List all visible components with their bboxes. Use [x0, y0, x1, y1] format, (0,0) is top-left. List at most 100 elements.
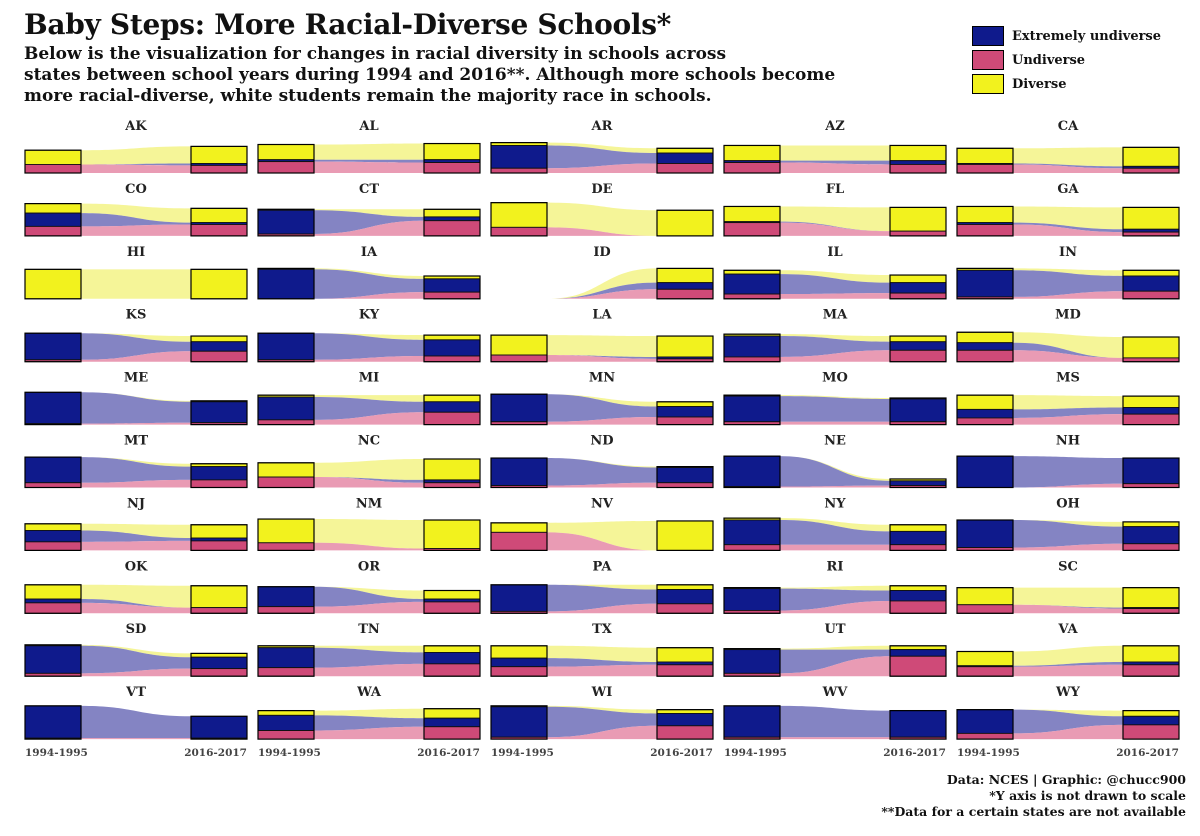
bar-segment-2016-undiverse [423, 162, 481, 174]
bar-segment-1994-diverse [956, 587, 1014, 606]
flow-extremely-undiverse [314, 397, 424, 420]
panel-de: DE [490, 182, 714, 237]
flow-diverse [780, 145, 890, 161]
bar-outline [257, 518, 315, 551]
bar-segment-2016-diverse [423, 458, 481, 481]
state-label: SD [126, 622, 147, 637]
panel-al: AL [257, 119, 481, 174]
bar-segment-2016-diverse [423, 334, 481, 341]
state-label: RI [827, 559, 844, 574]
flow-extremely-undiverse [314, 715, 424, 731]
bar-segment-2016-extremely-undiverse [1122, 275, 1180, 292]
bar-segment-1994-undiverse [257, 161, 315, 174]
bar-segment-1994-undiverse [490, 666, 548, 677]
flow-undiverse [780, 656, 890, 677]
bar-outline [257, 143, 315, 174]
bar-segment-2016-undiverse [656, 603, 714, 614]
flow-extremely-undiverse [780, 456, 890, 487]
bar-segment-1994-diverse [490, 334, 548, 356]
bar-segment-2016-diverse [1122, 146, 1180, 167]
source-credit: Data: NCES | Graphic: @chucc900 [946, 772, 1186, 787]
flow-undiverse [1013, 350, 1123, 362]
state-label: OK [125, 559, 148, 574]
bar-outline [656, 209, 714, 237]
bar-segment-2016-diverse [423, 708, 481, 719]
bar-outline [723, 455, 781, 489]
bar-segment-1994-extremely-undiverse [956, 342, 1014, 351]
state-label: WV [822, 685, 849, 700]
panel-nc: NC [257, 434, 481, 489]
bar-segment-1994-extremely-undiverse [956, 269, 1014, 298]
bar-segment-2016-extremely-undiverse [190, 401, 248, 424]
bar-outline [24, 149, 82, 174]
flow-diverse [547, 705, 657, 714]
bar-outline [257, 267, 315, 300]
bar-segment-2016-undiverse [423, 601, 481, 614]
flow-undiverse [81, 738, 191, 740]
bar-segment-2016-diverse [656, 401, 714, 407]
flow-diverse [314, 143, 424, 160]
state-label: NV [591, 496, 614, 511]
flow-diverse [780, 334, 890, 342]
state-label: TX [592, 622, 613, 637]
panel-la: LA [490, 308, 714, 363]
flow-extremely-undiverse [1013, 407, 1123, 418]
bar-outline [24, 203, 82, 237]
bar-segment-2016-diverse [1122, 645, 1180, 663]
flow-extremely-undiverse [547, 145, 657, 169]
bar-segment-1994-undiverse [490, 354, 548, 363]
bar-outline [490, 705, 548, 740]
x-tick-label: 2016-2017 [184, 747, 247, 759]
bar-outline [723, 648, 781, 677]
bar-outline [190, 145, 248, 174]
bar-segment-1994-extremely-undiverse [723, 588, 781, 611]
bar-segment-1994-diverse [257, 518, 315, 544]
flow-diverse [1013, 645, 1123, 666]
bar-segment-1994-extremely-undiverse [490, 144, 548, 169]
bar-segment-2016-undiverse [423, 291, 481, 300]
bar-outline [889, 524, 947, 551]
bar-segment-1994-undiverse [956, 732, 1014, 740]
flow-diverse [314, 209, 424, 217]
bar-segment-2016-undiverse [889, 544, 947, 551]
bar-segment-2016-diverse [190, 145, 248, 164]
bar-segment-1994-undiverse [956, 163, 1014, 174]
bar-outline [956, 587, 1014, 614]
bar-segment-2016-undiverse [190, 668, 248, 677]
flow-extremely-undiverse [1013, 661, 1123, 667]
bar-segment-1994-undiverse [490, 226, 548, 237]
bar-outline [257, 208, 315, 237]
panel-nh: NH [956, 434, 1180, 489]
bar-segment-2016-diverse [889, 524, 947, 532]
bar-segment-2016-diverse [1122, 710, 1180, 717]
bar-segment-1994-undiverse [24, 225, 82, 237]
flow-diverse [81, 584, 191, 608]
bar-segment-2016-extremely-undiverse [1122, 407, 1180, 415]
flow-extremely-undiverse [81, 705, 191, 739]
panel-pa: PA [490, 559, 714, 614]
bar-segment-1994-undiverse [956, 666, 1014, 677]
flow-diverse [547, 335, 657, 357]
bar-segment-2016-undiverse [423, 355, 481, 363]
panel-ok: OK [24, 559, 248, 614]
flow-extremely-undiverse [547, 458, 657, 486]
panel-hi: HI [24, 245, 248, 300]
bar-segment-2016-extremely-undiverse [656, 713, 714, 727]
bar-outline [956, 205, 1014, 237]
flow-diverse [81, 644, 191, 658]
bar-outline [1122, 146, 1180, 174]
bar-segment-2016-undiverse [423, 482, 481, 488]
flow-undiverse [780, 421, 890, 425]
bar-segment-1994-undiverse [257, 476, 315, 488]
state-label: VA [1057, 622, 1078, 637]
bar-segment-1994-undiverse [257, 606, 315, 614]
bar-segment-2016-undiverse [1122, 167, 1180, 174]
chart-legend: Extremely undiverse Undiverse Diverse [972, 24, 1161, 96]
bar-outline [190, 524, 248, 551]
flow-extremely-undiverse [1013, 709, 1123, 734]
bar-segment-2016-extremely-undiverse [889, 398, 947, 423]
state-label: HI [127, 245, 145, 260]
flow-extremely-undiverse [780, 336, 890, 357]
flow-diverse [547, 520, 657, 551]
